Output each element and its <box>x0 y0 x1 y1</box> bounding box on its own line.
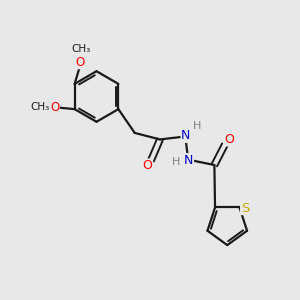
Text: O: O <box>76 56 85 69</box>
Text: O: O <box>50 101 59 114</box>
Text: S: S <box>241 202 249 214</box>
Text: H: H <box>193 121 201 131</box>
Text: N: N <box>184 154 194 167</box>
Text: O: O <box>224 133 234 146</box>
Text: CH₃: CH₃ <box>71 44 90 54</box>
Text: CH₃: CH₃ <box>30 102 50 112</box>
Text: O: O <box>142 159 152 172</box>
Text: H: H <box>172 157 181 167</box>
Text: N: N <box>181 129 190 142</box>
